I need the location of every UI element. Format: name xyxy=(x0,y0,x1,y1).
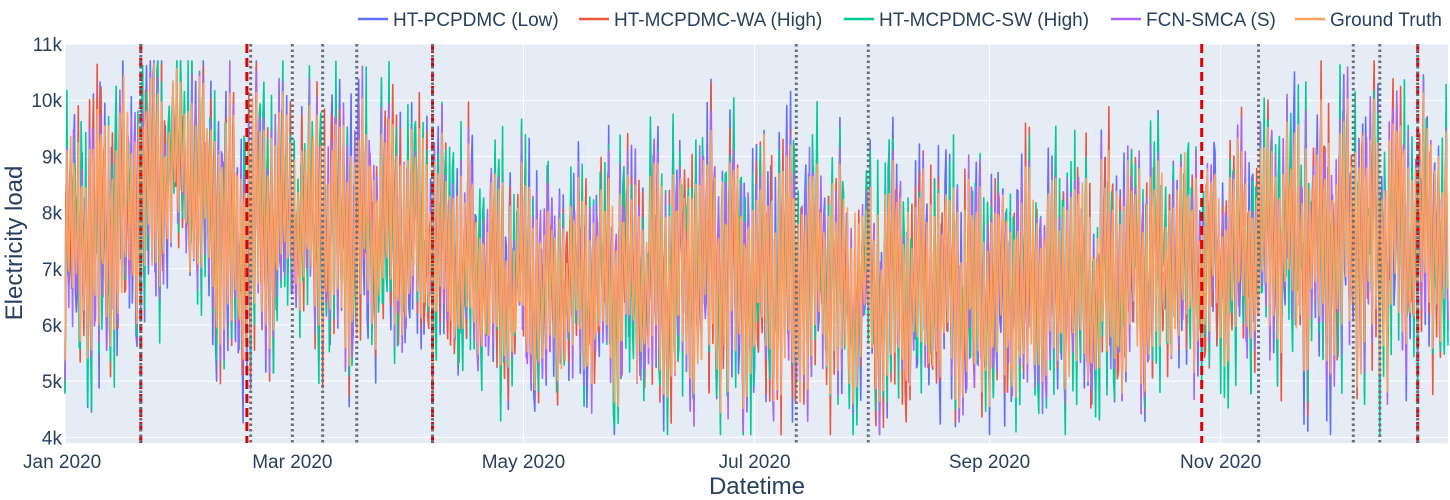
x-tick-label: Jul 2020 xyxy=(719,452,791,473)
legend-item[interactable]: HT-MCPDMC-SW (High) xyxy=(844,10,1089,31)
y-tick-label: 9k xyxy=(42,147,63,168)
x-axis-title: Datetime xyxy=(709,473,805,500)
legend-label: HT-MCPDMC-WA (High) xyxy=(614,10,822,31)
legend-label: FCN-SMCA (S) xyxy=(1146,10,1276,31)
event-markers xyxy=(139,44,1420,443)
x-axis-ticks: Jan 2020 Mar 2020 May 2020 Jul 2020 Sep 2020… xyxy=(23,452,1261,473)
y-tick-label: 7k xyxy=(42,260,63,281)
series-layer xyxy=(64,60,1449,436)
series-line-4 xyxy=(64,62,1449,414)
legend-label: HT-MCPDMC-SW (High) xyxy=(879,10,1089,31)
y-tick-label: 6k xyxy=(42,316,63,337)
x-tick-label: May 2020 xyxy=(482,452,565,473)
legend-item[interactable]: HT-MCPDMC-WA (High) xyxy=(579,10,822,31)
x-tick-label: Nov 2020 xyxy=(1180,452,1261,473)
x-tick-label: Mar 2020 xyxy=(252,452,332,473)
y-tick-label: 10k xyxy=(31,91,62,112)
x-tick-label: Sep 2020 xyxy=(949,452,1030,473)
legend-label: HT-PCPDMC (Low) xyxy=(393,10,559,31)
y-tick-label: 11k xyxy=(33,35,63,56)
legend-label: Ground Truth xyxy=(1330,10,1442,31)
legend-item[interactable]: HT-PCPDMC (Low) xyxy=(358,10,559,31)
y-tick-label: 4k xyxy=(42,428,63,449)
y-tick-label: 5k xyxy=(42,372,63,393)
y-tick-label: 8k xyxy=(42,204,63,225)
legend-item[interactable]: FCN-SMCA (S) xyxy=(1111,10,1276,31)
y-axis-title: Electricity load xyxy=(1,166,28,321)
legend: HT-PCPDMC (Low) HT-MCPDMC-WA (High) HT-MCP… xyxy=(358,10,1442,31)
y-axis-ticks: 4k 5k 6k 7k 8k 9k 10k 11k xyxy=(31,35,62,449)
x-tick-label: Jan 2020 xyxy=(23,452,101,473)
legend-item[interactable]: Ground Truth xyxy=(1295,10,1442,31)
